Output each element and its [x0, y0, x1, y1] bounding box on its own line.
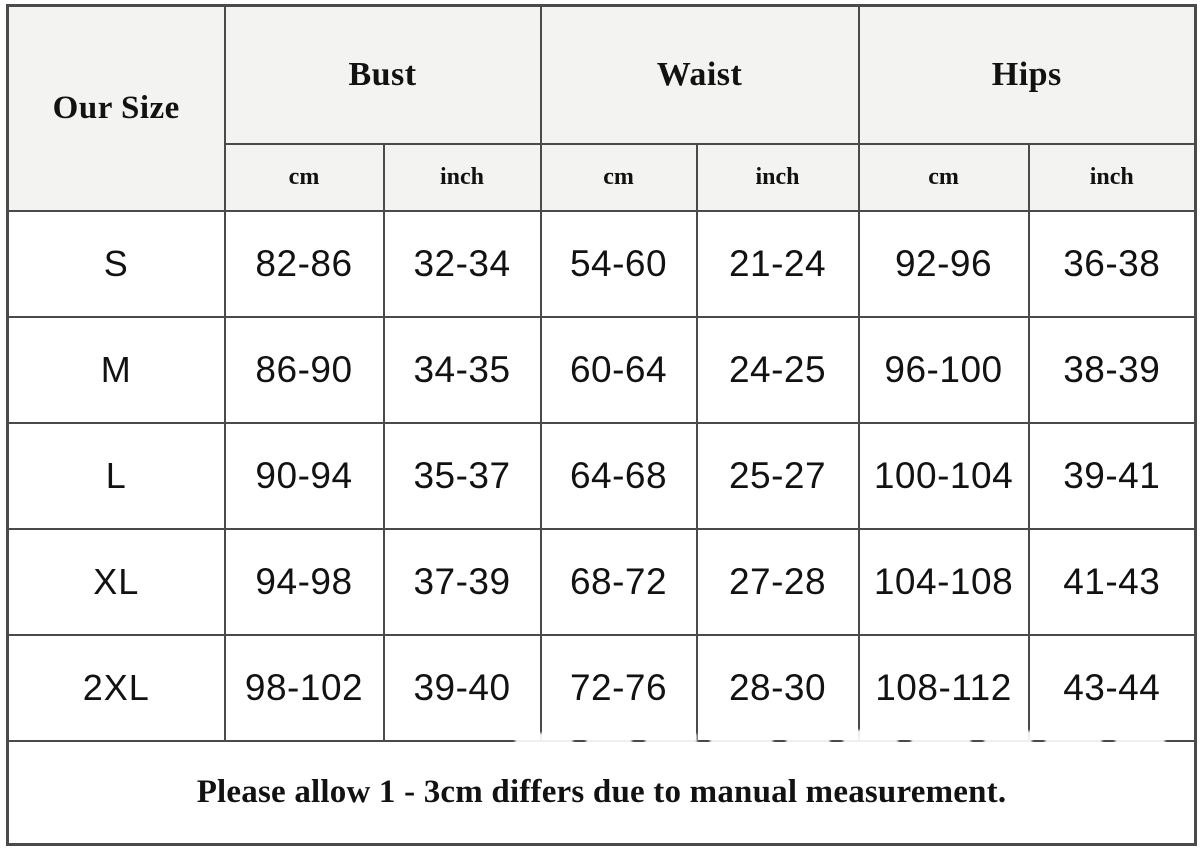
value-cell: 36-38: [1027, 209, 1197, 318]
group-header-hips: Hips: [857, 4, 1197, 145]
value-cell: 39-40: [382, 633, 542, 742]
value-cell: 100-104: [857, 421, 1030, 530]
value-cell: 35-37: [382, 421, 542, 530]
value-cell: 60-64: [539, 315, 698, 424]
value-cell: 104-108: [857, 527, 1030, 636]
size-cell: 2XL: [6, 633, 226, 742]
value-cell: 37-39: [382, 527, 542, 636]
value-cell: 39-41: [1027, 421, 1197, 530]
unit-header-bust-inch: inch: [382, 142, 542, 212]
table-row-m: M 86-90 34-35 60-64 24-25 96-100 38-39: [6, 315, 1197, 424]
value-cell: 24-25: [695, 315, 860, 424]
value-cell: 68-72: [539, 527, 698, 636]
size-cell: XL: [6, 527, 226, 636]
unit-header-hips-cm: cm: [857, 142, 1030, 212]
value-cell: 94-98: [223, 527, 385, 636]
value-cell: 54-60: [539, 209, 698, 318]
value-cell: 64-68: [539, 421, 698, 530]
size-chart-table: Our Size Bust Waist Hips cm inch cm inch…: [6, 4, 1198, 846]
value-cell: 28-30: [695, 633, 860, 742]
value-cell: 25-27: [695, 421, 860, 530]
table-row-s: S 82-86 32-34 54-60 21-24 92-96 36-38: [6, 209, 1197, 318]
value-cell: 41-43: [1027, 527, 1197, 636]
size-cell: L: [6, 421, 226, 530]
table-row-l: L 90-94 35-37 64-68 25-27 100-104 39-41: [6, 421, 1197, 530]
value-cell: 72-76: [539, 633, 698, 742]
value-cell: 82-86: [223, 209, 385, 318]
value-cell: 92-96: [857, 209, 1030, 318]
value-cell: 32-34: [382, 209, 542, 318]
unit-header-waist-cm: cm: [539, 142, 698, 212]
unit-header-bust-cm: cm: [223, 142, 385, 212]
value-cell: 96-100: [857, 315, 1030, 424]
value-cell: 21-24: [695, 209, 860, 318]
value-cell: 38-39: [1027, 315, 1197, 424]
value-cell: 43-44: [1027, 633, 1197, 742]
table-row-2xl: 2XL 98-102 39-40 72-76 28-30 108-112 43-…: [6, 633, 1197, 742]
value-cell: 108-112: [857, 633, 1030, 742]
group-header-waist: Waist: [539, 4, 860, 145]
corner-header-our-size: Our Size: [6, 4, 226, 212]
value-cell: 27-28: [695, 527, 860, 636]
value-cell: 86-90: [223, 315, 385, 424]
value-cell: 98-102: [223, 633, 385, 742]
value-cell: 34-35: [382, 315, 542, 424]
table-row-xl: XL 94-98 37-39 68-72 27-28 104-108 41-43: [6, 527, 1197, 636]
size-cell: M: [6, 315, 226, 424]
footer-note: Please allow 1 - 3cm differs due to manu…: [6, 739, 1197, 846]
unit-header-hips-inch: inch: [1027, 142, 1197, 212]
value-cell: 90-94: [223, 421, 385, 530]
group-header-bust: Bust: [223, 4, 542, 145]
unit-header-waist-inch: inch: [695, 142, 860, 212]
size-cell: S: [6, 209, 226, 318]
